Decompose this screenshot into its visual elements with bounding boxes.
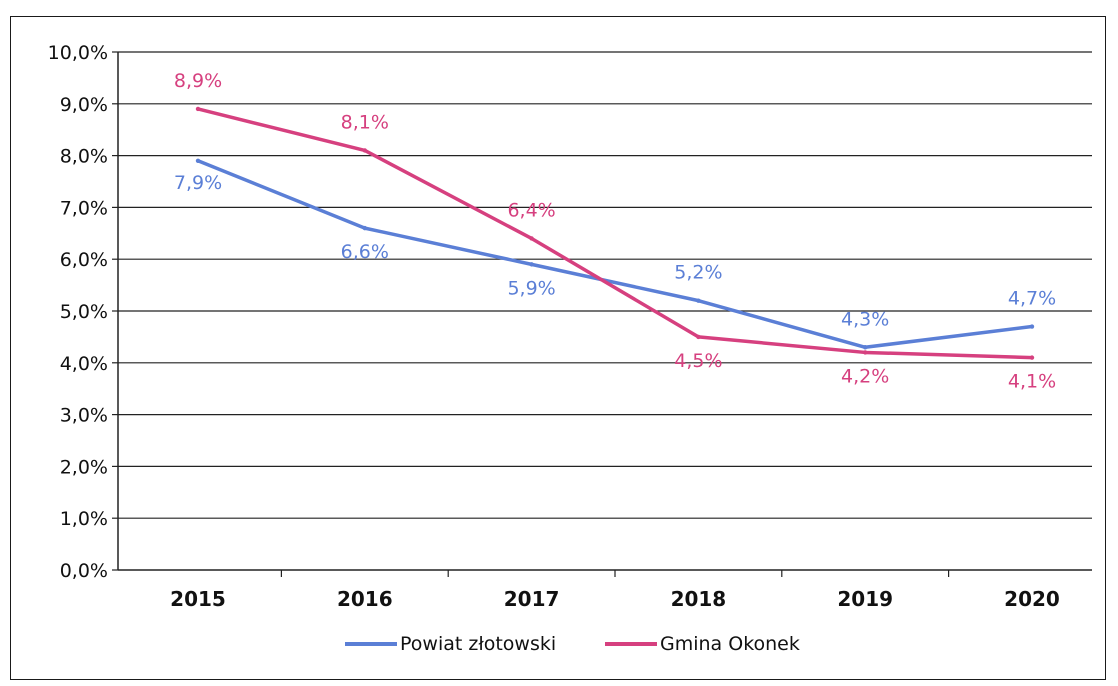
y-tick-label: 7,0% bbox=[60, 197, 108, 219]
y-tick-label: 5,0% bbox=[60, 301, 108, 323]
y-tick-label: 9,0% bbox=[60, 94, 108, 116]
y-tick-label: 4,0% bbox=[60, 353, 108, 375]
data-label: 4,3% bbox=[841, 308, 889, 330]
data-label: 6,4% bbox=[507, 199, 555, 221]
x-tick-label: 2017 bbox=[504, 587, 560, 611]
x-tick-label: 2016 bbox=[337, 587, 393, 611]
data-point bbox=[696, 298, 701, 303]
y-tick-label: 3,0% bbox=[60, 405, 108, 427]
data-label: 4,1% bbox=[1008, 371, 1056, 393]
data-label: 5,2% bbox=[674, 262, 722, 284]
data-label: 5,9% bbox=[507, 277, 555, 299]
data-label: 8,9% bbox=[174, 70, 222, 92]
data-point bbox=[195, 158, 201, 163]
data-label: 4,5% bbox=[674, 350, 722, 372]
x-tick-label: 2020 bbox=[1004, 587, 1060, 611]
data-point bbox=[863, 350, 868, 355]
data-point bbox=[529, 236, 534, 241]
x-tick-label: 2018 bbox=[671, 587, 727, 611]
data-label: 8,1% bbox=[341, 111, 389, 133]
series-line-0 bbox=[196, 159, 1034, 350]
x-tick-label: 2015 bbox=[170, 587, 226, 611]
data-point bbox=[696, 334, 701, 340]
data-point bbox=[1029, 355, 1035, 360]
y-tick-label: 2,0% bbox=[60, 456, 108, 478]
axes: 0,0% 1,0% 2,0% 3,0% 4,0% 5,0% 6,0% 7,0% 8,0% 9,0%… bbox=[48, 42, 1092, 611]
legend-label: Powiat złotowski bbox=[400, 633, 556, 655]
data-point bbox=[529, 262, 534, 267]
y-tick-label: 6,0% bbox=[60, 249, 108, 271]
x-tick-label: 2019 bbox=[837, 587, 893, 611]
data-label: 4,7% bbox=[1008, 288, 1056, 310]
series-lines bbox=[195, 106, 1035, 360]
data-label: 7,9% bbox=[174, 172, 222, 194]
legend: Powiat złotowski Gmina Okonek bbox=[345, 633, 800, 655]
data-point bbox=[362, 148, 367, 153]
legend-label: Gmina Okonek bbox=[660, 633, 800, 655]
y-tick-label: 1,0% bbox=[60, 508, 108, 530]
data-label: 6,6% bbox=[341, 241, 389, 263]
y-tick-label: 10,0% bbox=[48, 42, 108, 64]
y-tick-label: 0,0% bbox=[60, 560, 108, 582]
data-point bbox=[195, 106, 201, 112]
data-point bbox=[362, 225, 367, 231]
data-point bbox=[1029, 324, 1035, 329]
data-label: 4,2% bbox=[841, 365, 889, 387]
data-labels: 7,9% 6,6% 5,9% 5,2% 4,3% 4,7% 8,9% 8,1% 6,4% 4,5%… bbox=[174, 70, 1056, 393]
gridlines bbox=[118, 51, 1092, 519]
y-tick-label: 8,0% bbox=[60, 146, 108, 168]
data-point bbox=[863, 345, 868, 350]
series-line-1 bbox=[196, 107, 1034, 360]
